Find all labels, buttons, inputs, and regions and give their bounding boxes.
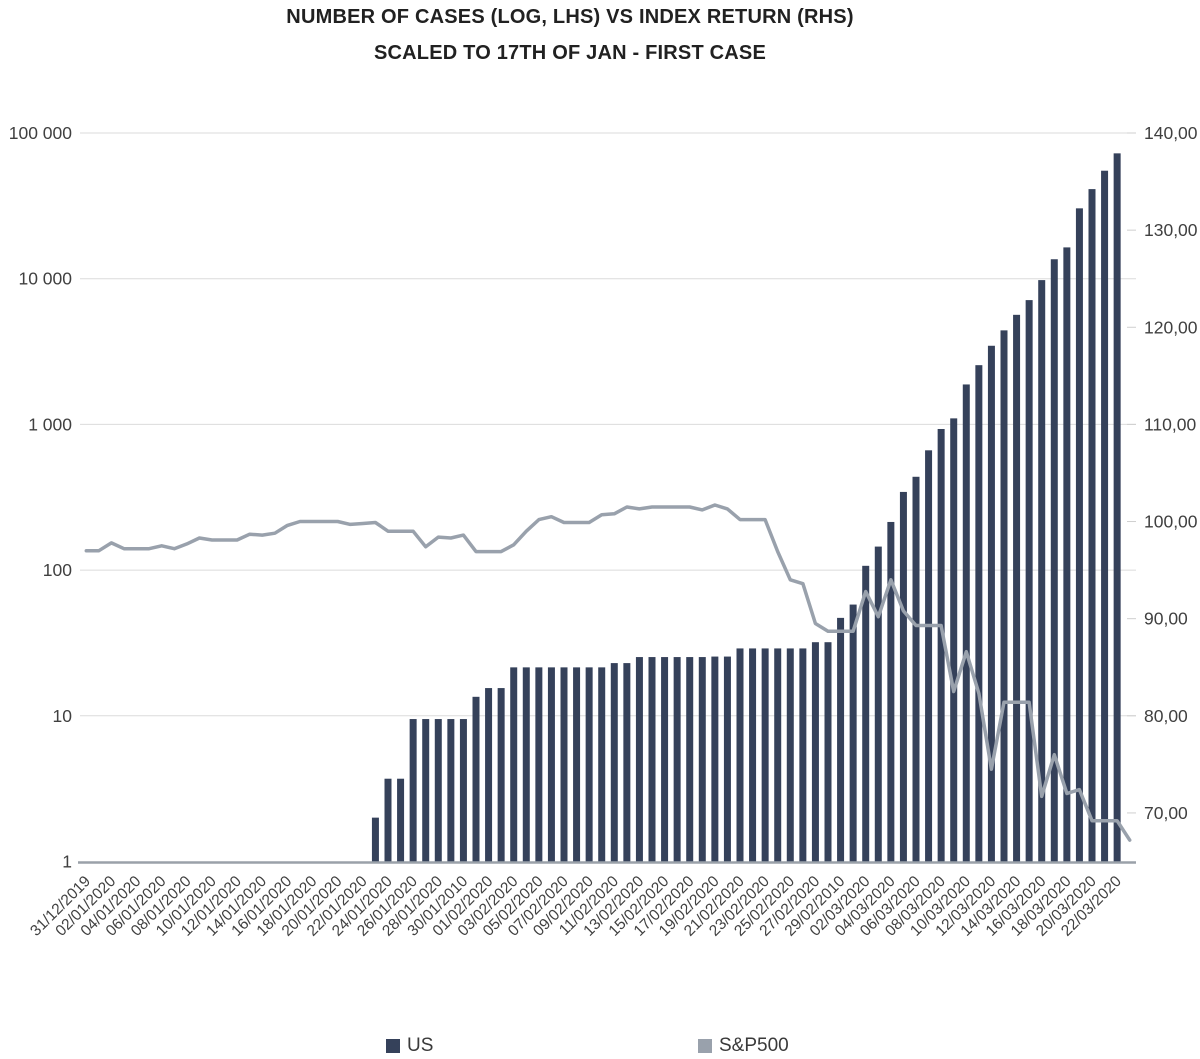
chart-subtitle: SCALED TO 17TH OF JAN - FIRST CASE	[373, 42, 767, 64]
us-bar	[1000, 330, 1008, 862]
us-bar	[648, 657, 656, 862]
us-bar	[925, 450, 933, 862]
us-bar	[862, 565, 870, 862]
y-axis-label-left: 10	[53, 706, 73, 726]
us-bar	[811, 642, 819, 862]
us-bar	[623, 663, 631, 862]
us-bar	[560, 667, 568, 862]
us-bar	[723, 656, 731, 862]
us-bar	[522, 667, 530, 862]
us-bar	[1088, 189, 1096, 862]
y-axis-label-right: 140,00	[1144, 123, 1198, 143]
us-bar	[736, 648, 744, 862]
us-bar	[837, 617, 845, 862]
us-bar	[661, 657, 669, 862]
us-bar	[485, 688, 493, 862]
us-bar	[774, 648, 782, 862]
us-legend-label: US	[407, 1035, 434, 1056]
us-legend-swatch-icon	[386, 1039, 400, 1053]
us-bar	[786, 648, 794, 862]
y-axis-label-left: 10 000	[18, 269, 72, 289]
sp500-line	[84, 503, 1132, 842]
us-bar	[497, 688, 505, 862]
us-bar	[937, 428, 945, 862]
us-bar	[987, 345, 995, 862]
us-bar	[698, 657, 706, 862]
us-bar	[409, 719, 417, 862]
us-bar	[912, 476, 920, 862]
us-bar	[1025, 300, 1033, 862]
y-axis-label-left: 100 000	[9, 123, 73, 143]
sp500-legend-swatch-icon	[698, 1039, 712, 1053]
y-axis-label-right: 80,00	[1144, 706, 1188, 726]
y-axis-label-right: 100,00	[1144, 512, 1198, 532]
us-bar	[874, 546, 882, 862]
us-bar	[1050, 259, 1058, 862]
us-bar	[686, 657, 694, 862]
y-axis-label-left: 1	[62, 852, 72, 872]
us-bar	[434, 719, 442, 862]
us-bar	[459, 719, 467, 862]
us-bar	[1063, 247, 1071, 862]
us-bar	[749, 648, 757, 862]
us-bar	[849, 604, 857, 862]
us-bar	[472, 696, 480, 862]
us-bar	[711, 656, 719, 862]
us-bar	[1075, 208, 1083, 862]
legend-item-sp500[interactable]: S&P500	[698, 1035, 789, 1057]
y-axis-label-right: 120,00	[1144, 317, 1198, 337]
us-bar	[887, 521, 895, 862]
us-bar	[447, 719, 455, 862]
chart-title: NUMBER OF CASES (LOG, LHS) VS INDEX RETU…	[286, 6, 854, 28]
y-axis-label-right: 130,00	[1144, 220, 1198, 240]
us-bar	[610, 663, 618, 862]
legend-item-us[interactable]: US	[386, 1035, 433, 1057]
us-bar	[975, 365, 983, 862]
y-axis-label-left: 100	[43, 560, 72, 580]
sp500-legend-label: S&P500	[719, 1035, 789, 1056]
us-bar	[899, 491, 907, 862]
y-axis-label-left: 1 000	[28, 414, 72, 434]
us-bar	[422, 719, 430, 862]
us-bar	[573, 667, 581, 862]
us-bar	[535, 667, 543, 862]
us-bar	[761, 648, 769, 862]
us-bar	[397, 778, 405, 862]
y-axis-label-right: 70,00	[1144, 803, 1188, 823]
us-bar	[673, 657, 681, 862]
us-bar	[950, 418, 958, 862]
y-axis-label-right: 90,00	[1144, 609, 1188, 629]
us-bar	[635, 657, 643, 862]
us-bar	[585, 667, 593, 862]
us-bar	[962, 384, 970, 862]
us-bar	[1013, 314, 1021, 862]
us-bar	[1038, 280, 1046, 862]
us-bar	[1101, 170, 1109, 862]
us-bar	[799, 648, 807, 862]
us-bar	[598, 667, 606, 862]
y-axis-label-right: 110,00	[1144, 414, 1196, 434]
us-bar	[384, 778, 392, 862]
us-bar	[510, 667, 518, 862]
us-bar	[547, 667, 555, 862]
us-bar	[1113, 153, 1121, 862]
us-bar	[824, 642, 832, 862]
us-bar	[371, 817, 379, 862]
